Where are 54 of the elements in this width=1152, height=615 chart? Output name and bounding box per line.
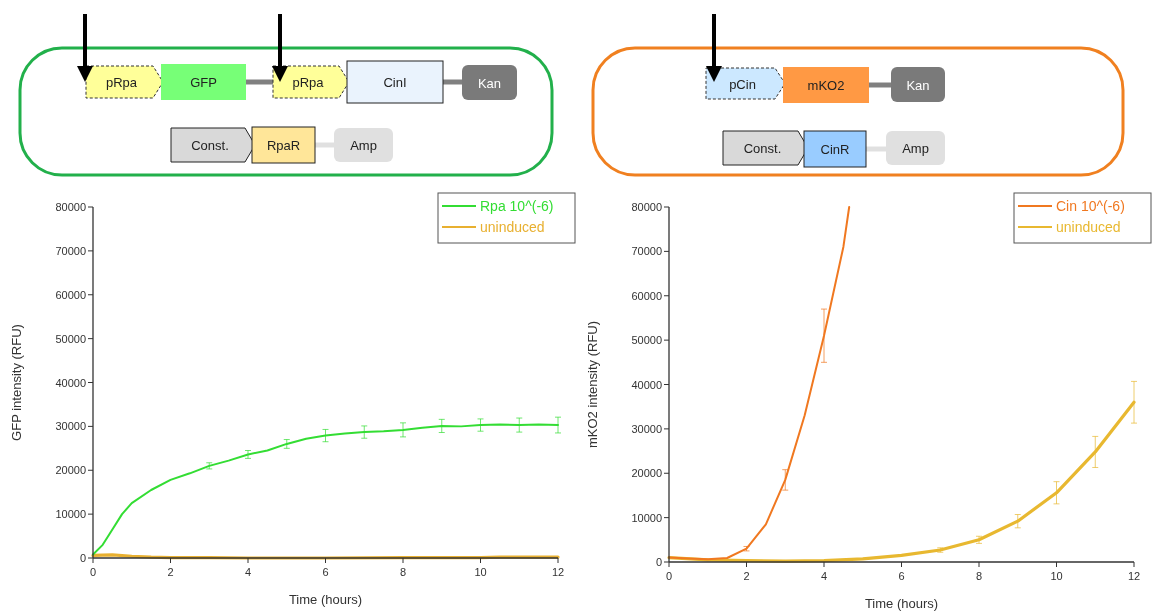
y-axis-title: mKO2 intensity (RFU) (585, 320, 600, 449)
x-tick-label: 12 (1127, 570, 1141, 582)
y-tick-label: 70000 (631, 245, 662, 258)
text: CinI (383, 75, 407, 90)
y-tick-label: 40000 (55, 376, 86, 389)
x-tick-label: 6 (898, 570, 905, 582)
y-tick-label: 50000 (55, 332, 86, 345)
y-axis-title: GFP intensity (RFU) (9, 324, 24, 441)
x-tick-label: 6 (322, 566, 329, 578)
y-tick-label: 10000 (55, 508, 86, 521)
text: Amp (350, 138, 377, 153)
text: pCin (729, 76, 756, 92)
x-tick-label: 2 (167, 566, 174, 578)
x-tick-label: 10 (1050, 570, 1063, 582)
y-tick-label: 20000 (55, 464, 86, 477)
text: GFP (190, 75, 217, 90)
legend-label: uninduced (480, 219, 545, 235)
y-tick-label: 80000 (631, 201, 662, 213)
y-tick-label: 30000 (631, 422, 662, 435)
text: Kan (906, 77, 930, 93)
text: Amp (902, 141, 929, 156)
y-tick-label: 30000 (55, 420, 86, 433)
text: CinR (820, 142, 850, 157)
y-tick-label: 60000 (55, 288, 86, 301)
text: Kan (477, 75, 502, 91)
x-axis-title: Time (hours) (288, 592, 363, 607)
text: RpaR (266, 138, 301, 153)
x-tick-label: 12 (551, 566, 565, 578)
x-tick-label: 0 (89, 566, 97, 578)
x-axis-title: Time (hours) (864, 596, 939, 611)
y-tick-label: 0 (655, 556, 662, 568)
y-tick-label: 80000 (55, 201, 86, 213)
x-tick-label: 10 (474, 566, 487, 578)
y-tick-label: 20000 (631, 467, 662, 480)
x-tick-label: 0 (665, 570, 673, 582)
legend-label: Rpa 10^(-6) (480, 198, 554, 214)
text: mKO2 (807, 78, 845, 93)
x-tick-label: 8 (399, 566, 407, 578)
x-tick-label: 4 (244, 566, 252, 578)
text: Const. (743, 141, 782, 156)
text: pRpa (292, 75, 325, 90)
text: Const. (191, 138, 229, 153)
legend-label: Cin 10^(-6) (1056, 198, 1125, 214)
x-tick-label: 8 (975, 570, 983, 582)
y-tick-label: 10000 (631, 511, 662, 524)
y-tick-label: 60000 (631, 289, 662, 302)
x-tick-label: 4 (820, 570, 828, 582)
legend-label: uninduced (1056, 219, 1121, 235)
y-tick-label: 70000 (55, 244, 86, 257)
x-tick-label: 2 (743, 570, 750, 582)
y-tick-label: 50000 (631, 334, 662, 347)
y-tick-label: 40000 (631, 378, 662, 391)
y-tick-label: 0 (79, 552, 86, 564)
text: pRpa (105, 75, 138, 90)
